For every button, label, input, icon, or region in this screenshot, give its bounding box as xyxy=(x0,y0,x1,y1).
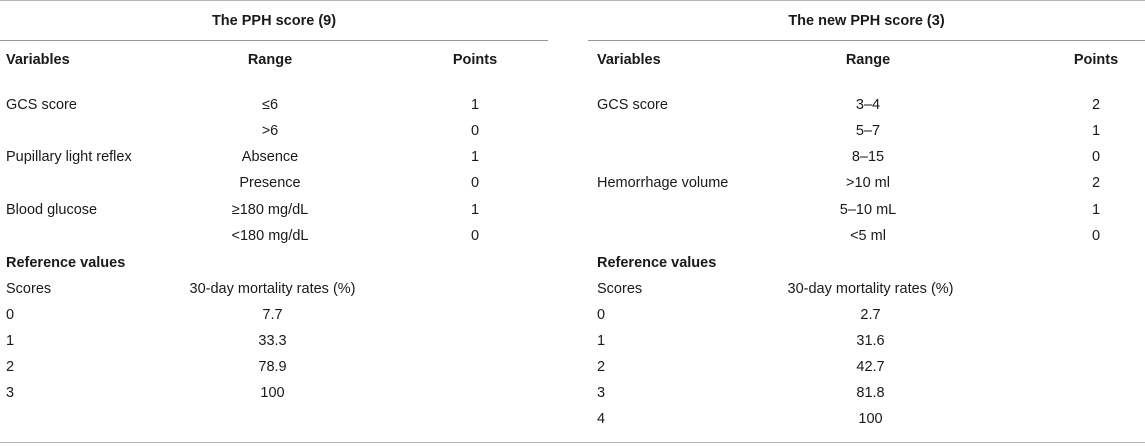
points-cell: 1 xyxy=(1091,202,1101,218)
header-row: Variables Range Points xyxy=(0,47,548,73)
points-cell: 1 xyxy=(470,149,480,165)
points-cell: 0 xyxy=(470,123,480,139)
reference-header-row: Scores 30-day mortality rates (%) xyxy=(588,276,1145,302)
reference-header-row: Scores 30-day mortality rates (%) xyxy=(0,276,548,302)
col-header-variables: Variables xyxy=(6,52,70,68)
title-rule xyxy=(0,40,548,41)
mortality-cell: 33.3 xyxy=(258,333,287,349)
range-cell: 5–7 xyxy=(855,123,881,139)
score-cell: 2 xyxy=(6,359,15,375)
range-cell: 8–15 xyxy=(851,149,885,165)
variable-cell: GCS score xyxy=(597,97,668,113)
table-row: <5 ml 0 xyxy=(588,223,1145,249)
scores-header: Scores xyxy=(597,281,643,297)
reference-row: 1 31.6 xyxy=(588,328,1145,354)
table-row: 5–7 1 xyxy=(588,118,1145,144)
range-cell: <180 mg/dL xyxy=(231,228,309,244)
mortality-cell: 78.9 xyxy=(258,359,287,375)
reference-row: 2 42.7 xyxy=(588,354,1145,380)
reference-row: 0 2.7 xyxy=(588,302,1145,328)
mortality-header: 30-day mortality rates (%) xyxy=(189,281,356,297)
variable-cell: Blood glucose xyxy=(6,202,98,218)
score-cell: 3 xyxy=(597,385,606,401)
col-header-variables: Variables xyxy=(597,52,661,68)
range-cell: Presence xyxy=(239,175,301,191)
table-row: Pupillary light reflex Absence 1 xyxy=(0,144,548,170)
points-cell: 1 xyxy=(470,202,480,218)
reference-title-row: Reference values xyxy=(0,250,548,276)
score-cell: 1 xyxy=(597,333,606,349)
range-cell: >6 xyxy=(261,123,279,139)
title-rule xyxy=(588,40,1145,41)
reference-row: 0 7.7 xyxy=(0,302,548,328)
mortality-cell: 2.7 xyxy=(860,307,881,323)
score-cell: 2 xyxy=(597,359,606,375)
reference-row: 3 100 xyxy=(0,380,548,406)
mortality-header: 30-day mortality rates (%) xyxy=(787,281,954,297)
scores-header: Scores xyxy=(6,281,52,297)
reference-title-row: Reference values xyxy=(588,250,1145,276)
points-cell: 0 xyxy=(1091,149,1101,165)
points-cell: 0 xyxy=(470,175,480,191)
header-row: Variables Range Points xyxy=(588,47,1145,73)
points-cell: 0 xyxy=(470,228,480,244)
score-cell: 3 xyxy=(6,385,15,401)
points-cell: 1 xyxy=(1091,123,1101,139)
table-row: 8–15 0 xyxy=(588,144,1145,170)
reference-row: 4 100 xyxy=(588,406,1145,432)
score-cell: 1 xyxy=(6,333,15,349)
table-row: GCS score 3–4 2 xyxy=(588,92,1145,118)
mortality-cell: 81.8 xyxy=(856,385,885,401)
table-row: Hemorrhage volume >10 ml 2 xyxy=(588,170,1145,196)
range-cell: <5 ml xyxy=(850,228,886,244)
reference-title: Reference values xyxy=(597,255,717,271)
points-cell: 0 xyxy=(1091,228,1101,244)
table-row: 5–10 mL 1 xyxy=(588,197,1145,223)
range-cell: 3–4 xyxy=(855,97,881,113)
range-cell: ≤6 xyxy=(261,97,279,113)
points-cell: 1 xyxy=(470,97,480,113)
mortality-cell: 42.7 xyxy=(856,359,885,375)
reference-row: 2 78.9 xyxy=(0,354,548,380)
range-cell: 5–10 mL xyxy=(839,202,897,218)
mortality-cell: 31.6 xyxy=(856,333,885,349)
range-cell: Absence xyxy=(241,149,299,165)
variable-cell: GCS score xyxy=(6,97,77,113)
table-bottom-rule xyxy=(0,442,1145,443)
range-cell: ≥180 mg/dL xyxy=(231,202,309,218)
col-header-points: Points xyxy=(1073,52,1119,68)
score-cell: 0 xyxy=(597,307,606,323)
reference-row: 3 81.8 xyxy=(588,380,1145,406)
reference-row: 1 33.3 xyxy=(0,328,548,354)
table-row: Presence 0 xyxy=(0,170,548,196)
points-cell: 2 xyxy=(1091,175,1101,191)
score-cell: 4 xyxy=(597,411,606,427)
reference-title: Reference values xyxy=(6,255,126,271)
table-row: <180 mg/dL 0 xyxy=(0,223,548,249)
col-header-range: Range xyxy=(247,52,293,68)
range-cell: >10 ml xyxy=(846,175,890,191)
variable-cell: Hemorrhage volume xyxy=(597,175,729,191)
points-cell: 2 xyxy=(1091,97,1101,113)
score-cell: 0 xyxy=(6,307,15,323)
panel-title: The new PPH score (3) xyxy=(788,13,945,29)
mortality-cell: 7.7 xyxy=(262,307,283,323)
col-header-points: Points xyxy=(452,52,498,68)
panel-title: The PPH score (9) xyxy=(211,13,337,29)
table-row: GCS score ≤6 1 xyxy=(0,92,548,118)
table-row: Blood glucose ≥180 mg/dL 1 xyxy=(0,197,548,223)
mortality-cell: 100 xyxy=(858,411,883,427)
variable-cell: Pupillary light reflex xyxy=(6,149,132,165)
col-header-range: Range xyxy=(845,52,891,68)
table-row: >6 0 xyxy=(0,118,548,144)
table-top-rule xyxy=(0,0,1145,1)
mortality-cell: 100 xyxy=(260,385,285,401)
